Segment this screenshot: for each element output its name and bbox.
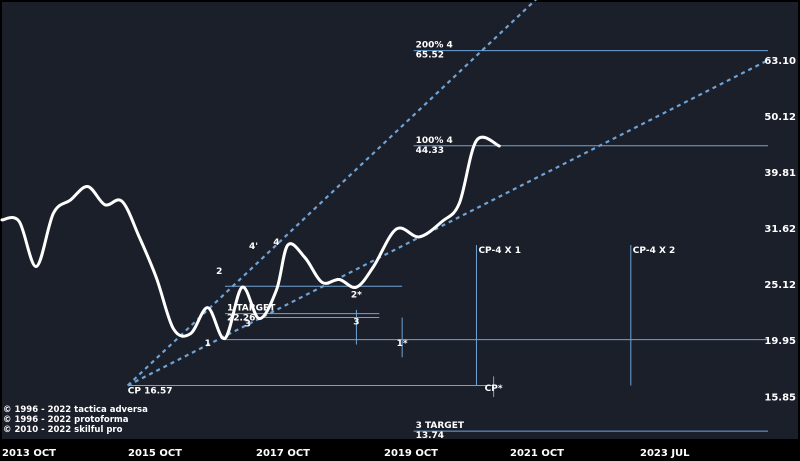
level-100-4-label: 100% 4 (416, 136, 453, 146)
level-3-target-value: 13.74 (416, 431, 444, 441)
level-cp-label: CP 16.57 (128, 386, 173, 396)
trend-channels (127, 0, 769, 387)
level-3-target-label: 3 TARGET (416, 421, 465, 431)
price-series (0, 135, 501, 340)
copyright-block: © 1996 - 2022 tactica adversa © 1996 - 2… (3, 405, 148, 435)
level-200-4-value: 65.52 (416, 51, 444, 61)
copyright-line: © 1996 - 2022 tactica adversa (3, 405, 148, 415)
vertical-lines: CP-4 X 1 CP-4 X 2 (355, 244, 676, 398)
y-tick-label: 19.95 (764, 336, 796, 347)
x-tick-label: 2023 JUL (640, 448, 690, 459)
copyright-line: © 1996 - 2022 protoforma (3, 415, 129, 425)
point-label: 1 (205, 339, 211, 349)
x-tick-label: 2019 OCT (384, 448, 438, 459)
point-label: 4' (249, 242, 258, 252)
point-label: 3 (353, 317, 359, 327)
point-label: 3 (245, 320, 251, 330)
y-tick-label: 31.62 (764, 224, 796, 235)
point-label: 4 (273, 238, 279, 248)
y-tick-label: 50.12 (764, 112, 796, 123)
point-label: 1* (397, 339, 408, 349)
annotations: 1 2 3 4' 4 2* 3 1* CP* (205, 238, 503, 394)
y-axis: 15.85 19.95 25.12 31.62 39.81 50.12 63.10 (764, 56, 796, 403)
x-tick-label: 2013 OCT (2, 448, 56, 459)
point-label: 2* (351, 290, 362, 300)
level-1-target-value: 22.26 (227, 314, 255, 324)
cp4x1-label: CP-4 X 1 (478, 246, 521, 256)
channel-upper-line (127, 0, 538, 387)
point-label: CP* (485, 384, 503, 394)
y-tick-label: 39.81 (764, 168, 796, 179)
x-tick-label: 2015 OCT (128, 448, 182, 459)
plot-background (2, 2, 798, 439)
x-tick-label: 2021 OCT (510, 448, 564, 459)
y-tick-label: 25.12 (764, 280, 796, 291)
y-tick-label: 63.10 (764, 56, 796, 67)
cp4x2-label: CP-4 X 2 (633, 246, 676, 256)
x-tick-label: 2017 OCT (256, 448, 310, 459)
x-axis: 2013 OCT 2015 OCT 2017 OCT 2019 OCT 2021 OCT… (2, 448, 690, 459)
y-tick-label: 15.85 (764, 392, 796, 403)
level-100-4-value: 44.33 (416, 146, 444, 156)
level-200-4-label: 200% 4 (416, 41, 453, 51)
price-line-0 (0, 135, 501, 340)
point-label: 2 (216, 267, 222, 277)
copyright-line: © 2010 - 2022 skilful pro (3, 425, 123, 435)
